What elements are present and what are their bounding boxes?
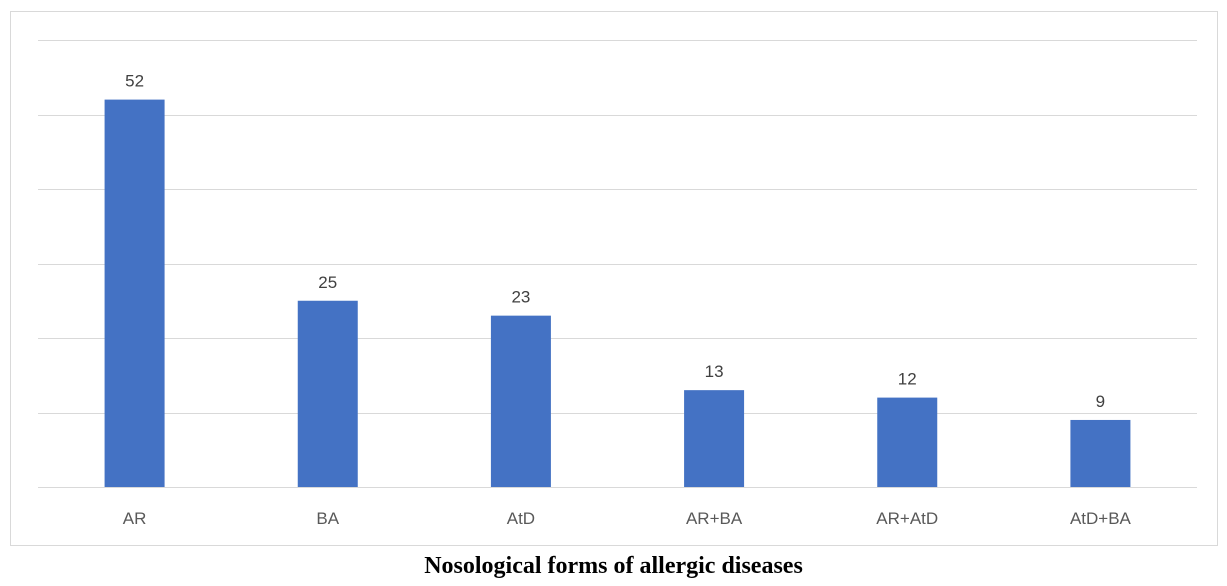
category-tick-label: AR (123, 509, 147, 528)
data-label: 25 (318, 273, 337, 292)
chart-frame (10, 11, 1218, 546)
gridlines (38, 40, 1197, 488)
bar-ar (104, 99, 165, 487)
category-tick-label: AR+BA (686, 509, 743, 528)
value-labels: 52 25 23 13 12 9 (125, 72, 1105, 411)
data-label: 23 (511, 288, 530, 307)
bar-ar-plus-atd (877, 397, 938, 487)
chart-caption: Nosological forms of allergic diseases (424, 553, 803, 579)
bar-atd-plus-ba (1070, 419, 1131, 487)
bar-atd (490, 315, 551, 487)
bar-ba (297, 300, 358, 487)
bar-chart: 52 25 23 13 12 9 AR BA AtD AR+BA AR+AtD AtD+BA (38, 40, 1197, 528)
data-label: 13 (705, 362, 724, 381)
data-label: 9 (1096, 392, 1105, 411)
data-label: 52 (125, 72, 144, 91)
category-tick-label: AtD (507, 509, 535, 528)
bars (104, 99, 1131, 487)
category-labels: AR BA AtD AR+BA AR+AtD AtD+BA (123, 509, 1132, 528)
bar-ar-plus-ba (684, 390, 745, 487)
category-tick-label: AtD+BA (1070, 509, 1132, 528)
category-tick-label: BA (316, 509, 339, 528)
category-tick-label: AR+AtD (876, 509, 938, 528)
data-label: 12 (898, 370, 917, 389)
